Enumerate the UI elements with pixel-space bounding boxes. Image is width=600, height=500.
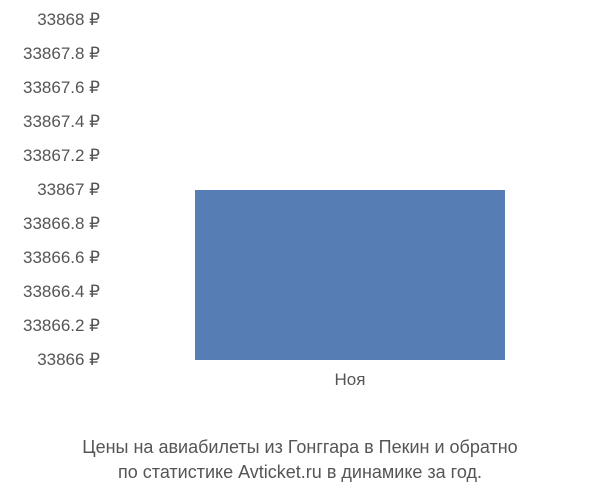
x-tick: Ноя [335, 370, 366, 390]
y-tick: 33866.4 ₽ [0, 282, 100, 302]
y-tick: 33866.6 ₽ [0, 248, 100, 268]
y-tick: 33867.6 ₽ [0, 78, 100, 98]
y-axis: 33868 ₽ 33867.8 ₽ 33867.6 ₽ 33867.4 ₽ 33… [0, 20, 110, 360]
caption-line2: по статистике Avticket.ru в динамике за … [118, 462, 482, 482]
y-tick: 33866.8 ₽ [0, 214, 100, 234]
chart-container: 33868 ₽ 33867.8 ₽ 33867.6 ₽ 33867.4 ₽ 33… [0, 0, 600, 380]
chart-caption: Цены на авиабилеты из Гонггара в Пекин и… [0, 435, 600, 485]
bar [195, 190, 505, 360]
y-tick: 33867 ₽ [0, 180, 100, 200]
y-tick: 33866 ₽ [0, 350, 100, 370]
y-tick: 33867.4 ₽ [0, 112, 100, 132]
y-tick: 33867.2 ₽ [0, 146, 100, 166]
plot-area [120, 20, 580, 360]
y-tick: 33867.8 ₽ [0, 44, 100, 64]
y-tick: 33866.2 ₽ [0, 316, 100, 336]
y-tick: 33868 ₽ [0, 10, 100, 30]
x-axis: Ноя [120, 370, 580, 400]
caption-line1: Цены на авиабилеты из Гонггара в Пекин и… [82, 437, 517, 457]
